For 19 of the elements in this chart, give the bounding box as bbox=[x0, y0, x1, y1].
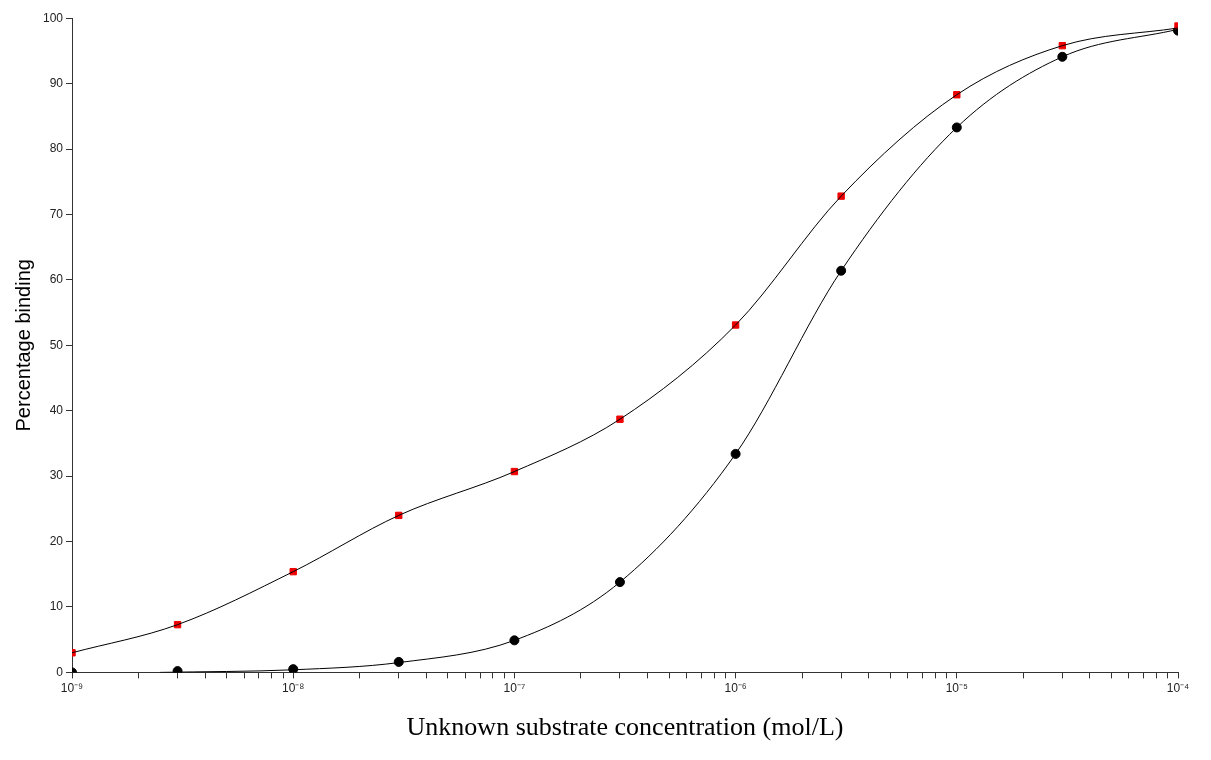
y-tick-label: 100 bbox=[42, 10, 64, 25]
y-tick-label: 40 bbox=[49, 403, 64, 418]
x-tick-label: 10⁻⁸ bbox=[282, 680, 305, 695]
x-tick-label: 10⁻⁹ bbox=[60, 680, 84, 695]
x-axis-title: Unknown substrate concentration (mol/L) bbox=[406, 712, 844, 742]
y-axis-title: Percentage binding bbox=[11, 259, 34, 432]
y-tick-label: 0 bbox=[56, 664, 64, 679]
y-tick-label: 20 bbox=[49, 533, 64, 548]
x-tick-label: 10⁻⁷ bbox=[503, 680, 526, 695]
y-tick-label: 50 bbox=[49, 337, 64, 352]
y-tick-label: 30 bbox=[49, 468, 64, 483]
y-tick-label: 80 bbox=[49, 141, 64, 156]
y-tick-label: 90 bbox=[49, 75, 64, 90]
y-tick-label: 70 bbox=[49, 206, 64, 221]
x-tick-label: 10⁻⁴ bbox=[1166, 680, 1190, 695]
y-tick-label: 60 bbox=[49, 272, 64, 287]
y-tick-label: 10 bbox=[49, 599, 64, 614]
x-tick-label: 10⁻⁵ bbox=[945, 680, 968, 695]
x-tick-label: 10⁻⁶ bbox=[724, 680, 747, 695]
